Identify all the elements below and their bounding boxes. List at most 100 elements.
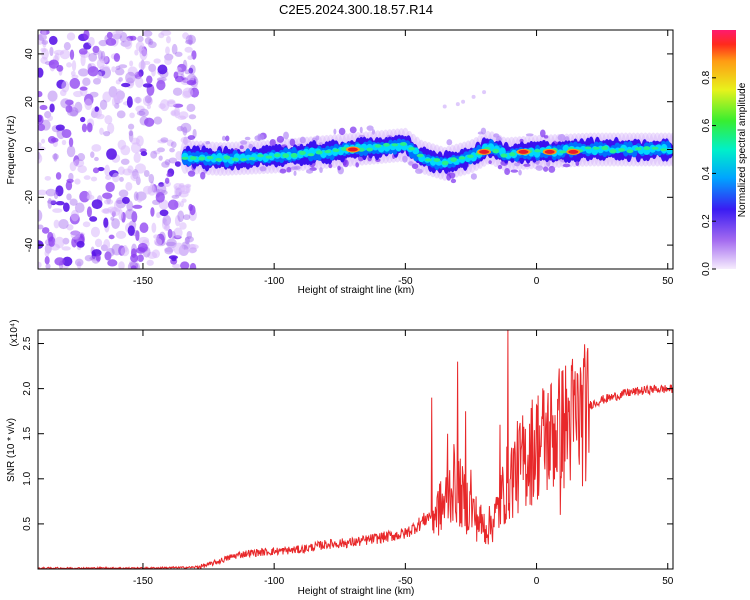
noise-blob	[184, 248, 190, 254]
noise-blob	[137, 254, 144, 262]
noise-blob	[174, 186, 179, 198]
plot-area	[38, 330, 673, 569]
x-axis-label: Height of straight line (km)	[298, 285, 415, 296]
noise-blob	[185, 184, 191, 194]
noise-blob	[44, 256, 50, 265]
noise-blob	[174, 161, 182, 167]
noise-blob	[93, 51, 99, 56]
ridge-scatter	[258, 134, 265, 141]
noise-blob	[146, 75, 153, 84]
noise-blob	[97, 71, 102, 82]
noise-blob	[174, 51, 183, 57]
noise-blob	[118, 64, 128, 69]
x-tick-label: -150	[133, 276, 153, 287]
ridge-scatter	[525, 133, 534, 137]
noise-blob	[164, 247, 174, 255]
ridge-band	[643, 146, 651, 151]
ridge-scatter	[543, 166, 549, 172]
ridge-scatter	[240, 140, 248, 145]
ridge-band	[399, 142, 407, 146]
ridge-peak	[568, 149, 579, 154]
y-tick-label: 1.0	[22, 471, 33, 485]
ridge-scatter	[366, 125, 374, 131]
noise-blob	[137, 35, 144, 43]
noise-blob	[38, 142, 42, 147]
noise-blob	[44, 249, 50, 257]
ridge-scatter	[187, 135, 196, 140]
noise-blob	[54, 236, 65, 249]
ridge-scatter	[338, 127, 346, 136]
ridge-scatter	[293, 165, 301, 170]
ridge-scatter	[269, 138, 276, 147]
noise-blob	[58, 218, 69, 230]
noise-blob	[38, 114, 44, 125]
noise-blob	[53, 49, 65, 56]
ridge-scatter	[187, 170, 196, 177]
noise-blob	[41, 227, 50, 234]
noise-blob	[76, 240, 85, 248]
ridge-scatter	[225, 135, 230, 142]
noise-blob	[133, 97, 142, 104]
colorbar-gradient	[712, 30, 736, 269]
ridge-scatter	[248, 143, 254, 149]
noise-blob	[121, 82, 131, 88]
noise-blob	[182, 32, 190, 40]
noise-blob	[142, 185, 153, 195]
noise-blob	[38, 146, 46, 152]
noise-blob	[89, 91, 99, 98]
noise-blob	[156, 77, 167, 82]
faint-dot	[461, 99, 466, 104]
noise-blob	[116, 199, 123, 204]
noise-blob	[135, 105, 145, 113]
noise-blob	[167, 228, 173, 239]
noise-blob	[47, 115, 54, 122]
ridge-band	[315, 150, 323, 155]
noise-blob	[90, 151, 95, 159]
noise-blob	[38, 261, 42, 269]
noise-blob	[151, 66, 156, 77]
ridge-scatter	[200, 171, 206, 180]
ridge-band	[500, 153, 508, 158]
noise-blob	[172, 87, 183, 96]
noise-blob	[177, 69, 185, 76]
ridge-scatter	[575, 161, 580, 166]
ridge-band	[332, 148, 340, 153]
noise-blob	[164, 159, 171, 166]
noise-blob	[168, 157, 178, 164]
noise-blob	[164, 220, 170, 231]
noise-blob	[186, 103, 196, 112]
ridge-scatter	[402, 155, 408, 163]
ridge-band	[492, 148, 500, 154]
noise-blob	[118, 77, 123, 82]
noise-blob	[66, 224, 74, 231]
ridge-scatter	[319, 167, 323, 173]
ridge-scatter	[299, 136, 306, 144]
noise-blob	[38, 224, 44, 230]
noise-blob	[102, 192, 113, 200]
noise-blob	[173, 227, 183, 238]
noise-blob	[90, 176, 98, 182]
ridge-peak	[347, 147, 358, 152]
ridge-scatter	[450, 178, 457, 184]
noise-blob	[113, 199, 122, 212]
noise-blob	[65, 99, 74, 106]
noise-blob	[170, 109, 180, 117]
noise-blob	[105, 181, 115, 193]
x-axis: -150 -100 -50 0 50	[133, 30, 674, 287]
ridge-band	[626, 149, 634, 154]
noise-blob	[47, 197, 53, 209]
noise-blob	[120, 158, 130, 165]
noise-blob	[142, 95, 153, 107]
x-tick-label: -100	[264, 576, 284, 587]
noise-blob	[138, 108, 149, 117]
noise-blob	[41, 138, 46, 144]
noise-blob	[84, 254, 93, 262]
noise-blob	[176, 67, 182, 73]
ridge-scatter	[337, 165, 341, 171]
noise-blob	[39, 104, 48, 111]
noise-blob	[153, 150, 161, 155]
noise-blob	[180, 261, 190, 269]
ridge-band	[307, 153, 315, 157]
ridge-scatter	[293, 170, 297, 176]
noise-blob	[172, 263, 181, 269]
